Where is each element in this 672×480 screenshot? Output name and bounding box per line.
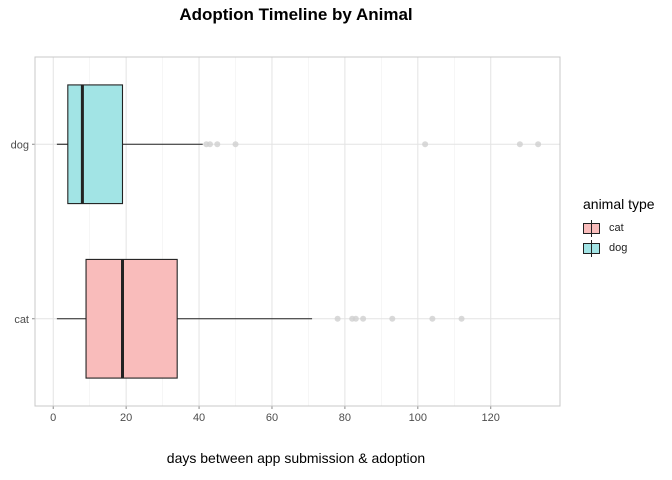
legend-key — [583, 239, 600, 257]
outlier-point — [207, 141, 213, 148]
outliers — [203, 141, 542, 322]
outlier-point — [214, 141, 221, 148]
x-axis-label: days between app submission & adoption — [166, 450, 426, 466]
y-tick-label: dog — [11, 139, 29, 151]
box-iqr — [85, 258, 178, 379]
x-tick-label: 40 — [193, 412, 205, 424]
legend-label: cat — [609, 222, 624, 234]
legend-label: dog — [609, 242, 628, 254]
x-tick-label: 60 — [266, 412, 278, 424]
gridlines — [35, 57, 560, 406]
x-tick-label: 80 — [339, 412, 351, 424]
outlier-point — [535, 141, 542, 148]
outlier-point — [334, 315, 341, 322]
panel-border — [34, 56, 561, 407]
x-tick-label: 120 — [482, 412, 500, 424]
axis-ticks: 0 20 40 60 80 100 120 dog cat — [11, 139, 500, 424]
chart-title: Adoption Timeline by Animal — [179, 5, 413, 24]
outlier-point — [458, 315, 465, 322]
outlier-point — [360, 315, 367, 322]
legend-items: cat dog — [583, 218, 655, 258]
outlier-point — [422, 141, 429, 148]
box-iqr — [67, 84, 124, 205]
legend-item-cat: cat — [583, 218, 655, 238]
boxes — [56, 84, 313, 379]
legend: animal type cat dog — [583, 196, 655, 258]
legend-key — [583, 219, 600, 237]
box-dog — [56, 84, 203, 205]
y-tick-label: cat — [14, 314, 29, 326]
legend-title: animal type — [583, 196, 655, 212]
outlier-point — [352, 315, 359, 322]
legend-item-dog: dog — [583, 238, 655, 258]
box-cat — [56, 258, 313, 379]
x-tick-label: 20 — [120, 412, 132, 424]
outlier-point — [232, 141, 239, 148]
outlier-point — [389, 315, 396, 322]
outlier-point — [429, 315, 436, 322]
x-tick-label: 0 — [50, 412, 56, 424]
x-tick-label: 100 — [409, 412, 427, 424]
outlier-point — [516, 141, 523, 148]
